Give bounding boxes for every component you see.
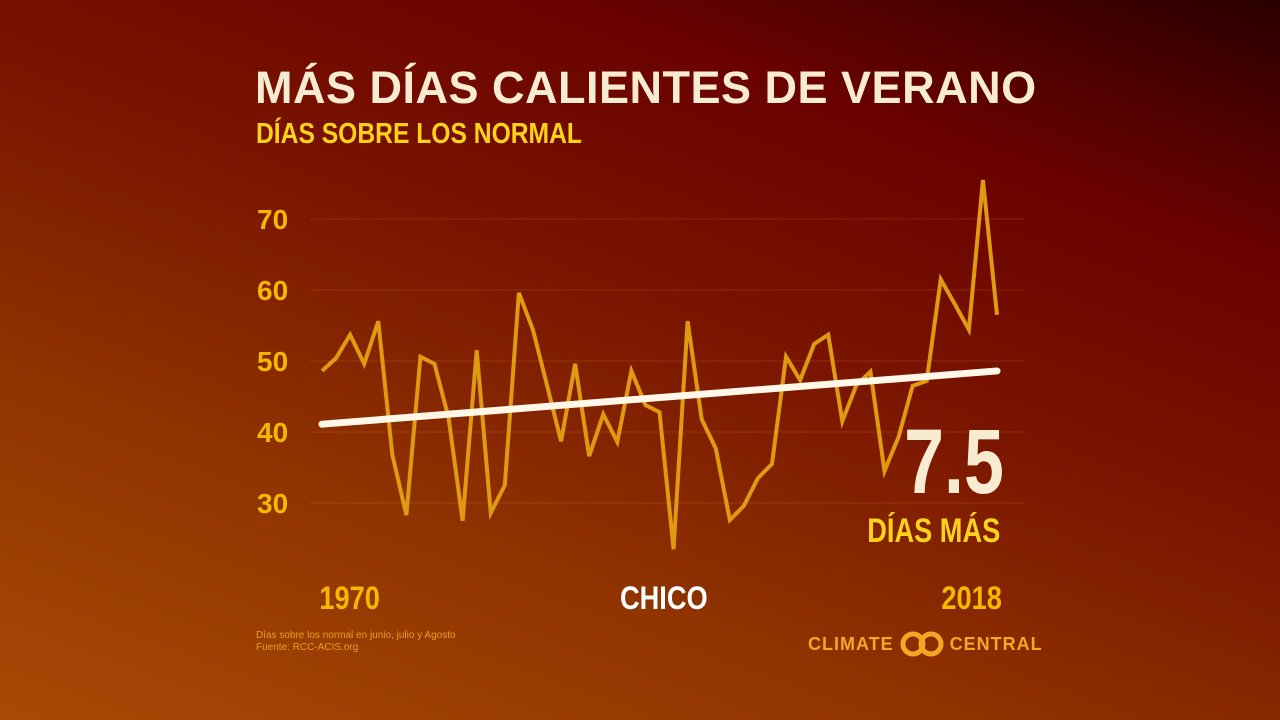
page-title: MÁS DÍAS CALIENTES DE VERANO [255,62,1037,113]
climate-central-logo: CLIMATE CENTRAL [808,631,1043,657]
y-tick-label: 60 [257,275,288,306]
x-tick-label-end: 2018 [941,580,1002,616]
footnote-description: Días sobre los normal en junio, julio y … [256,630,456,641]
y-tick-label: 50 [257,346,288,377]
logo-rings-icon [900,631,944,657]
logo-text-left: CLIMATE [808,633,894,654]
y-tick-label: 40 [257,417,288,448]
y-tick-label: 70 [257,204,288,235]
x-tick-label-start: 1970 [319,580,380,616]
data-series-line [320,179,999,550]
y-tick-label: 30 [257,488,288,519]
footnote-source: Fuente: RCC-ACIS.org [256,642,359,653]
highlight-value: 7.5 [904,411,1004,513]
logo-text-right: CENTRAL [949,633,1043,654]
highlight-label: DÍAS MÁS [867,512,1000,550]
location-label: CHICO [620,580,708,616]
subtitle: DÍAS SOBRE LOS NORMAL [256,118,582,150]
trend-line [318,367,1001,428]
